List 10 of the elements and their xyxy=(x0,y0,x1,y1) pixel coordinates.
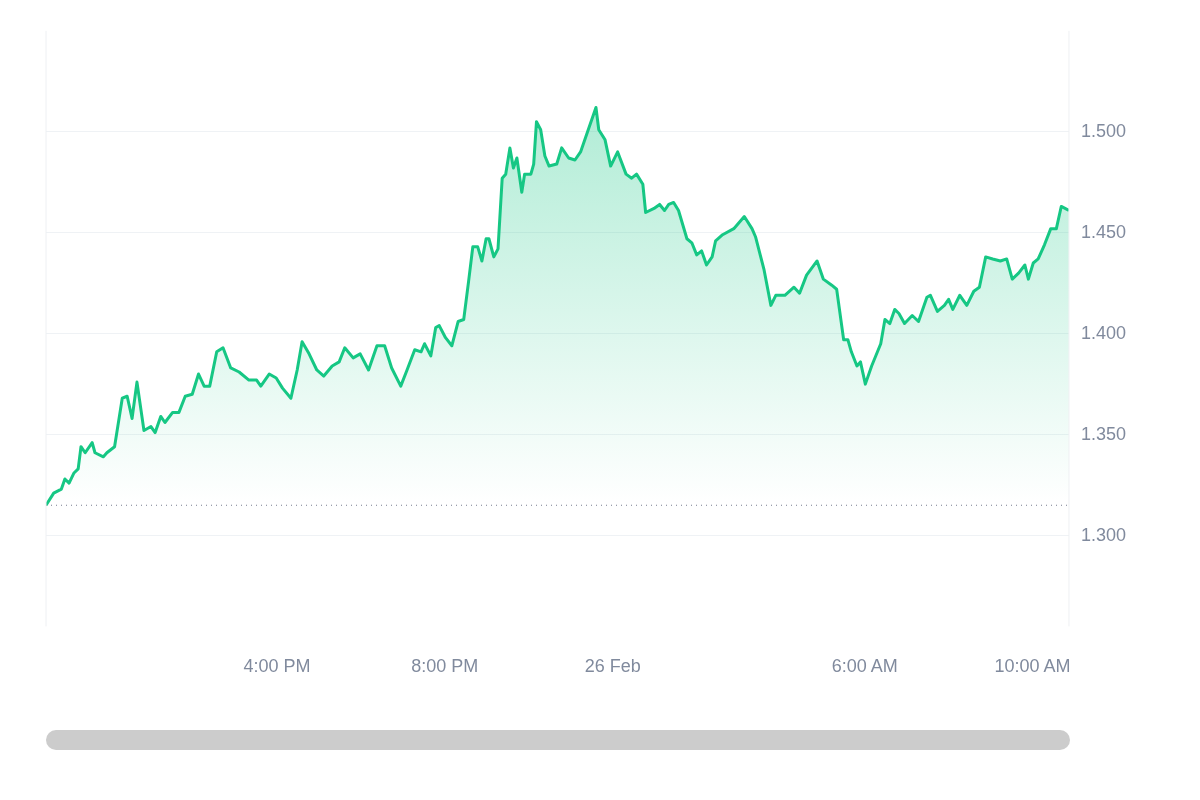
y-tick-label: 1.400 xyxy=(1080,322,1126,343)
x-tick-label: 4:00 PM xyxy=(243,656,311,677)
y-tick-label: 1.500 xyxy=(1080,120,1126,141)
x-tick-label: 26 Feb xyxy=(584,656,641,677)
y-tick-label: 1.300 xyxy=(1080,524,1126,545)
x-tick-label: 8:00 PM xyxy=(411,656,479,677)
x-tick-label: 10:00 AM xyxy=(994,656,1071,677)
y-tick-label: 1.350 xyxy=(1080,423,1126,444)
x-tick-label: 6:00 AM xyxy=(831,656,898,677)
y-tick-label: 1.450 xyxy=(1080,221,1126,242)
